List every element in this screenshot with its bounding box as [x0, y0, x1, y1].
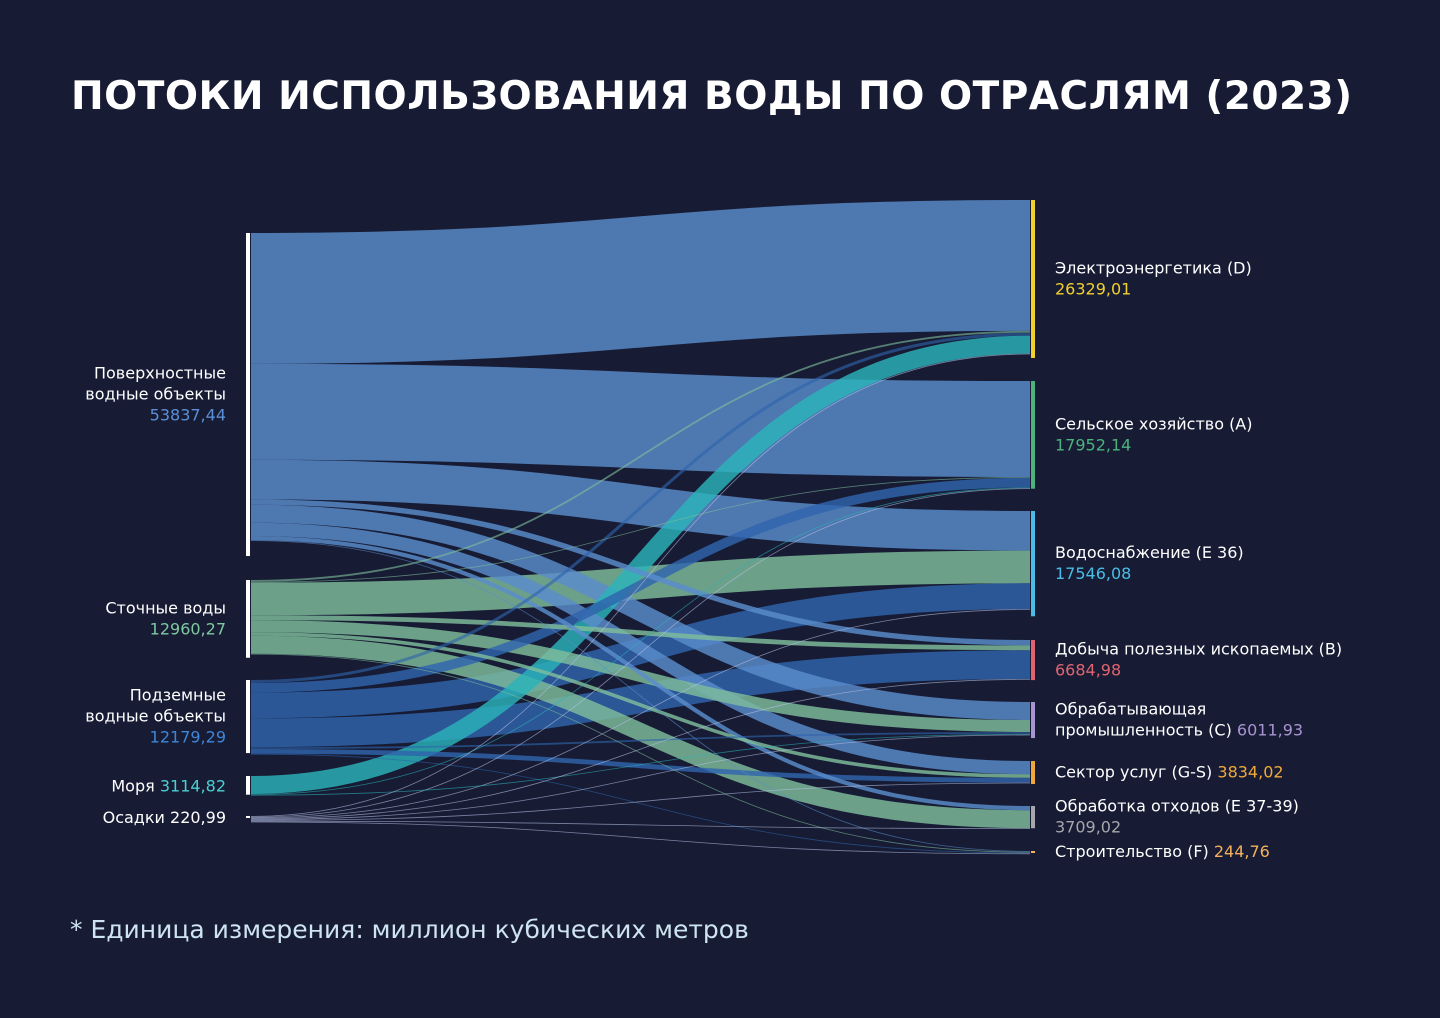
flow-surface-to-E3739: [250, 536, 1031, 811]
target-name: Водоснабжение (E 36): [1055, 543, 1244, 562]
source-node-surface: [246, 233, 250, 557]
flow-surface-to-B: [250, 499, 1031, 646]
flow-waste-to-C: [250, 620, 1031, 732]
flow-ground-to-F: [250, 753, 1031, 854]
flow-waste-to-F: [250, 653, 1031, 853]
flow-surface-to-C: [250, 504, 1031, 720]
target-value: 6684,98: [1055, 661, 1121, 680]
source-label-sea: Моря 3114,82: [111, 776, 226, 795]
source-value: 12179,29: [150, 728, 226, 747]
flow-rain-to-A: [250, 488, 1031, 818]
target-name: Строительство (F) 244,76: [1055, 842, 1270, 861]
flow-rain-to-GS: [250, 782, 1031, 821]
target-label-E36: Водоснабжение (E 36) 17546,08: [1055, 543, 1244, 583]
source-value: 12960,27: [150, 619, 226, 638]
flow-waste-to-E3739: [250, 635, 1031, 829]
flow-waste-to-GS: [250, 632, 1031, 778]
flow-rain-to-E3739: [250, 820, 1031, 829]
source-node-sea: [246, 776, 250, 795]
target-name: Сектор услуг (G-S) 3834,02: [1055, 763, 1284, 782]
source-name: Поверхностные: [94, 364, 226, 383]
source-name: водные объекты: [85, 385, 226, 404]
flow-rain-to-B: [250, 679, 1031, 820]
source-name-value: Моря 3114,82: [111, 776, 226, 795]
target-node-E3739: [1031, 806, 1035, 829]
flow-sea-to-C: [250, 733, 1031, 796]
flow-surface-to-D: [250, 200, 1031, 364]
source-label-rain: Осадки 220,99: [103, 808, 226, 827]
flow-waste-to-A: [250, 477, 1031, 583]
source-name: водные объекты: [85, 707, 226, 726]
target-name: Обработка отходов (E 37-39): [1055, 797, 1299, 816]
chart-title: ПОТОКИ ИСПОЛЬЗОВАНИЯ ВОДЫ ПО ОТРАСЛЯМ (2…: [71, 74, 1353, 119]
flow-rain-to-C: [250, 734, 1031, 820]
source-label-surface: Поверхностные водные объекты 53837,44: [85, 364, 226, 425]
target-name: Добыча полезных ископаемых (B): [1055, 640, 1342, 659]
flow-rain-to-E36: [250, 609, 1031, 819]
source-node-waste: [246, 580, 250, 658]
target-node-E36: [1031, 511, 1035, 617]
source-node-ground: [246, 680, 250, 754]
flow-ground-to-GS: [250, 749, 1031, 783]
source-value: 53837,44: [150, 406, 226, 425]
flow-ground-to-C: [250, 732, 1031, 749]
target-name: промышленность (C) 6011,93: [1055, 721, 1303, 740]
target-label-GS: Сектор услуг (G-S) 3834,02: [1055, 763, 1284, 782]
flow-waste-to-B: [250, 615, 1031, 651]
unit-footnote: * Единица измерения: миллион кубических …: [70, 915, 749, 944]
source-label-waste: Сточные воды 12960,27: [105, 598, 226, 638]
source-label-ground: Подземные водные объекты 12179,29: [85, 686, 226, 747]
flow-ground-to-D: [250, 332, 1031, 683]
target-node-B: [1031, 640, 1035, 681]
target-value: 3709,02: [1055, 818, 1121, 837]
flow-waste-to-D: [250, 330, 1031, 582]
target-label-D: Электроэнергетика (D) 26329,01: [1055, 258, 1252, 298]
target-node-C: [1031, 702, 1035, 739]
flow-surface-to-E36: [250, 459, 1031, 551]
target-value: 17546,08: [1055, 564, 1131, 583]
target-label-C: Обрабатывающая промышленность (C) 6011,93: [1055, 700, 1303, 740]
target-label-F: Строительство (F) 244,76: [1055, 842, 1270, 861]
target-name: Обрабатывающая: [1055, 700, 1206, 719]
target-node-D: [1031, 200, 1035, 358]
source-name: Подземные: [130, 686, 226, 705]
target-node-A: [1031, 381, 1035, 489]
flow-surface-to-F: [250, 540, 1031, 852]
target-label-A: Сельское хозяйство (A) 17952,14: [1055, 414, 1253, 454]
target-label-E3739: Обработка отходов (E 37-39) 3709,02: [1055, 797, 1299, 837]
flow-surface-to-GS: [250, 522, 1031, 775]
flow-ground-to-B: [250, 650, 1031, 748]
target-name: Сельское хозяйство (A): [1055, 414, 1253, 433]
target-value: 26329,01: [1055, 279, 1131, 298]
flow-links: [250, 200, 1031, 855]
node-labels: Поверхностные водные объекты 53837,44 Сточн…: [85, 258, 1342, 861]
target-node-GS: [1031, 761, 1035, 785]
target-label-B: Добыча полезных ископаемых (B) 6684,98: [1055, 640, 1342, 680]
target-name: Электроэнергетика (D): [1055, 258, 1252, 277]
flow-surface-to-A: [250, 363, 1031, 477]
nodes: [246, 200, 1035, 853]
flow-sea-to-A: [250, 487, 1031, 795]
target-node-F: [1031, 851, 1035, 853]
flow-sea-to-D: [250, 335, 1031, 794]
source-name-value: Осадки 220,99: [103, 808, 226, 827]
flow-rain-to-F: [250, 821, 1031, 855]
target-value: 17952,14: [1055, 435, 1131, 454]
source-node-rain: [246, 816, 250, 818]
source-name: Сточные воды: [105, 598, 226, 617]
flow-rain-to-D: [250, 353, 1031, 817]
